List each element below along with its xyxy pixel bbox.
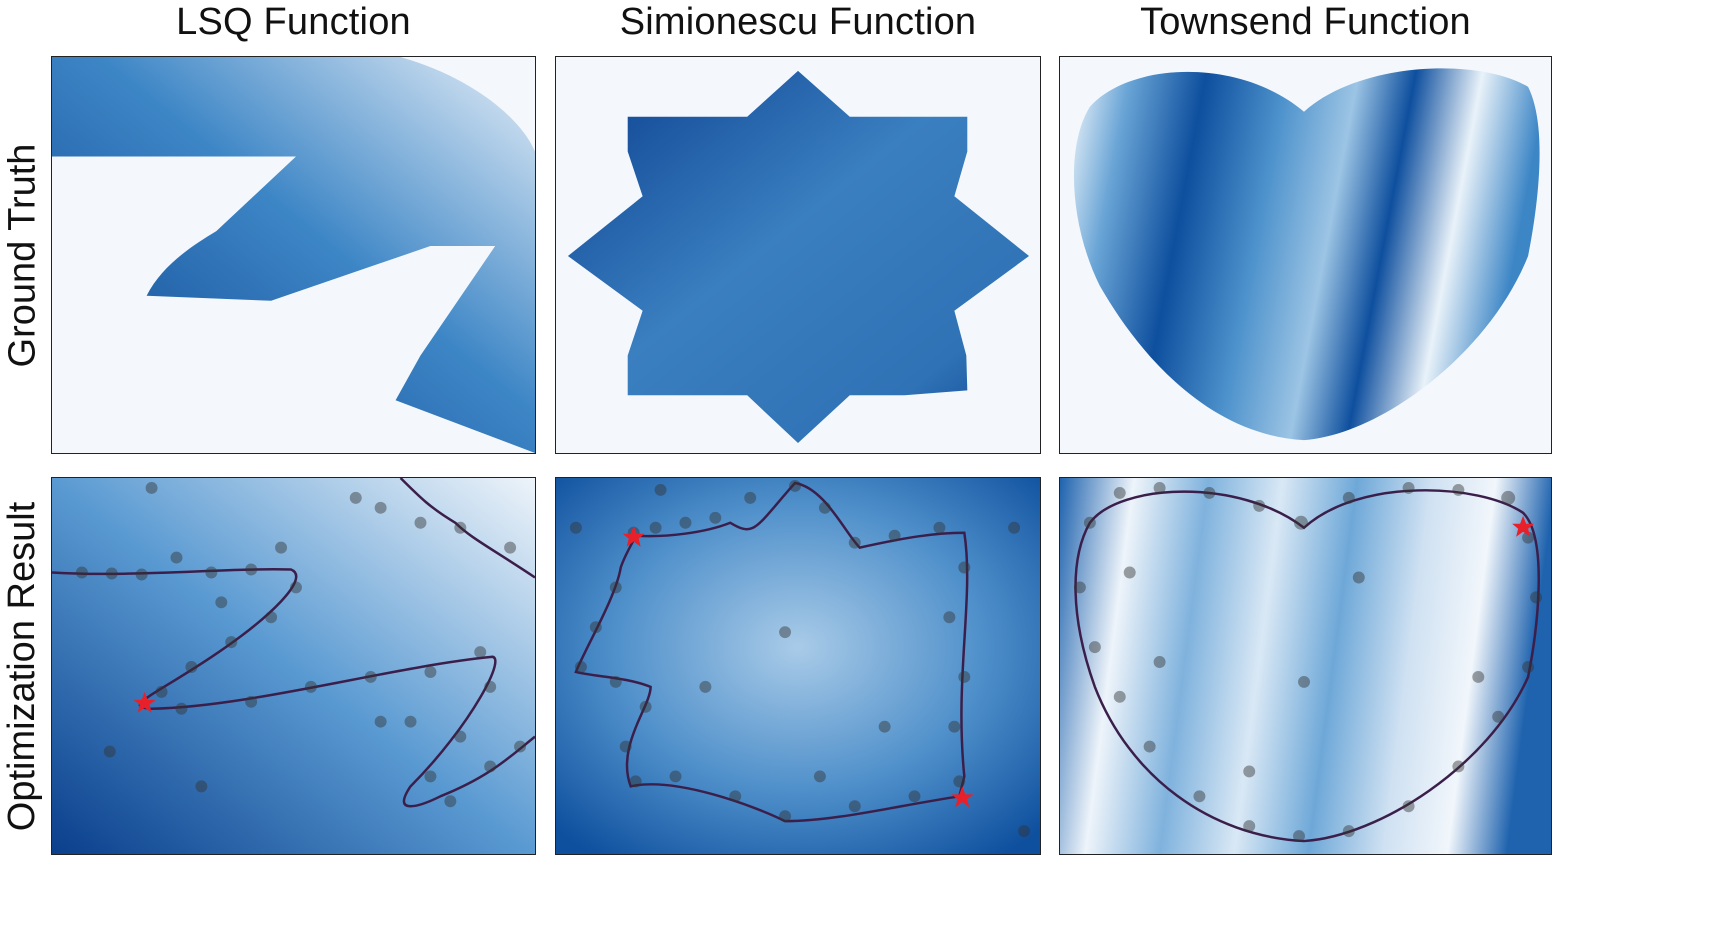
row-label-optimization-result: Optimization Result xyxy=(0,477,46,855)
panel-simionescu-ground-truth xyxy=(555,56,1041,454)
row-label-ground-truth-text: Ground Truth xyxy=(1,143,44,367)
column-title-simionescu: Simionescu Function xyxy=(619,1,977,43)
column-title-townsend: Townsend Function xyxy=(1140,1,1471,43)
panel-lsq-optimization-result xyxy=(51,477,536,855)
panel-simionescu-optimization-result xyxy=(555,477,1041,855)
row-label-optimization-result-text: Optimization Result xyxy=(1,501,44,831)
panel-townsend-optimization-result xyxy=(1059,477,1552,855)
panel-townsend-ground-truth xyxy=(1059,56,1552,454)
row-label-ground-truth: Ground Truth xyxy=(0,56,46,454)
panel-lsq-ground-truth xyxy=(51,56,536,454)
column-title-lsq: LSQ Function xyxy=(176,1,411,43)
